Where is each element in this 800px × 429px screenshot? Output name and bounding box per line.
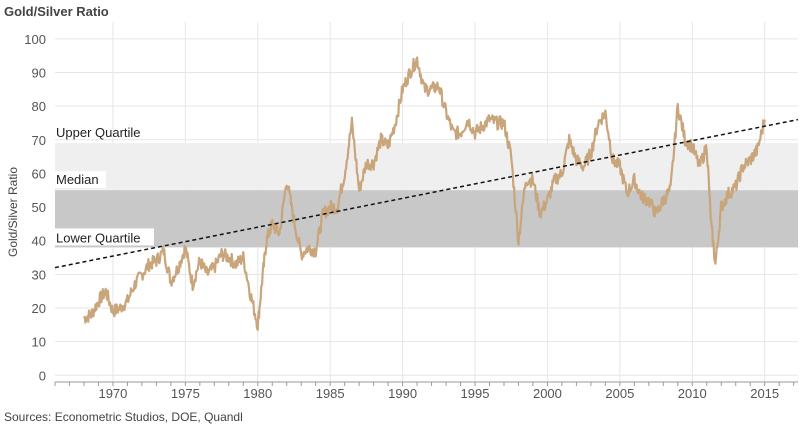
y-tick-label: 80	[32, 99, 46, 114]
x-tick-label: 1985	[316, 386, 345, 401]
median-label: Median	[56, 172, 99, 187]
x-tick-label: 1980	[243, 386, 272, 401]
lower-quartile-label-bg	[54, 228, 154, 246]
y-tick-label: 70	[32, 133, 46, 148]
gridlines	[55, 22, 798, 382]
series-layer	[83, 56, 766, 331]
gold-silver-ratio-line	[83, 56, 766, 331]
source-note: Sources: Econometric Studios, DOE, Quand…	[4, 410, 243, 424]
axes: 0 10 20 30 40 50 60 70 80 90 100 1970 1975 1980 1985 19…	[24, 32, 798, 401]
upper-quartile-label: Upper Quartile	[56, 125, 141, 140]
x-tick-label: 2000	[533, 386, 562, 401]
trendline	[54, 118, 799, 269]
upper-quartile-band	[55, 143, 798, 191]
y-tick-label: 40	[32, 234, 46, 249]
x-tick-label: 1975	[171, 386, 200, 401]
trendline-layer	[54, 118, 799, 269]
chart-title: Gold/Silver Ratio	[4, 4, 109, 19]
y-tick-label: 10	[32, 335, 46, 350]
y-tick-label: 50	[32, 200, 46, 215]
y-tick-label: 20	[32, 301, 46, 316]
y-tick-label: 100	[24, 32, 46, 47]
y-axis-label: Gold/Silver Ratio	[6, 167, 20, 257]
x-tick-label: 2015	[750, 386, 779, 401]
lower-quartile-label: Lower Quartile	[56, 230, 141, 245]
x-tick-label: 1970	[98, 386, 127, 401]
x-tick-label: 1995	[461, 386, 490, 401]
lower-quartile-band	[55, 190, 798, 248]
median-label-bg	[54, 171, 106, 189]
y-tick-label: 30	[32, 267, 46, 282]
y-tick-label: 0	[39, 368, 46, 383]
quartile-bands	[55, 143, 798, 248]
labels-layer: Upper Quartile Median Lower Quartile	[54, 125, 154, 246]
x-tick-label: 2010	[678, 386, 707, 401]
y-tick-label: 60	[32, 166, 46, 181]
y-tick-label: 90	[32, 65, 46, 80]
x-tick-label: 1990	[388, 386, 417, 401]
x-tick-label: 2005	[605, 386, 634, 401]
